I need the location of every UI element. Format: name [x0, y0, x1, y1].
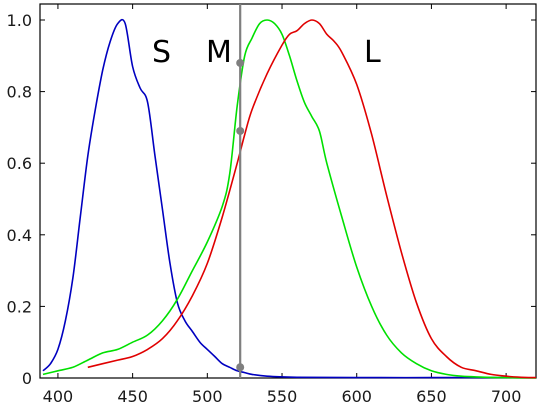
y-tick-label: 0.6 — [7, 154, 32, 173]
vertical-marker — [236, 4, 245, 378]
x-tick-label: 550 — [267, 387, 298, 406]
y-tick-label: 0.2 — [7, 297, 32, 316]
curves — [42, 18, 537, 379]
series-line-s — [42, 18, 507, 379]
x-tick-label: 400 — [43, 387, 74, 406]
plot-frame — [39, 3, 537, 379]
label-m: M — [206, 35, 232, 70]
axis-ticks: 400 450 500 550 600 650 700 0 0.2 0.4 0.6 0.8 1.0 — [7, 4, 536, 406]
x-tick-label: 500 — [192, 387, 223, 406]
marker-point — [236, 363, 245, 372]
series-line-m — [42, 19, 537, 379]
series-line-l — [87, 19, 537, 379]
y-tick-label: 0 — [22, 369, 32, 388]
y-tick-label: 1.0 — [7, 11, 32, 30]
marker-point — [236, 126, 245, 135]
y-tick-label: 0.8 — [7, 83, 32, 102]
x-tick-label: 450 — [117, 387, 148, 406]
x-tick-label: 600 — [341, 387, 372, 406]
marker-point — [236, 58, 245, 67]
x-tick-label: 700 — [491, 387, 522, 406]
label-s: S — [152, 35, 171, 70]
x-tick-label: 650 — [416, 387, 447, 406]
label-l: L — [364, 35, 381, 70]
y-tick-label: 0.4 — [7, 226, 32, 245]
